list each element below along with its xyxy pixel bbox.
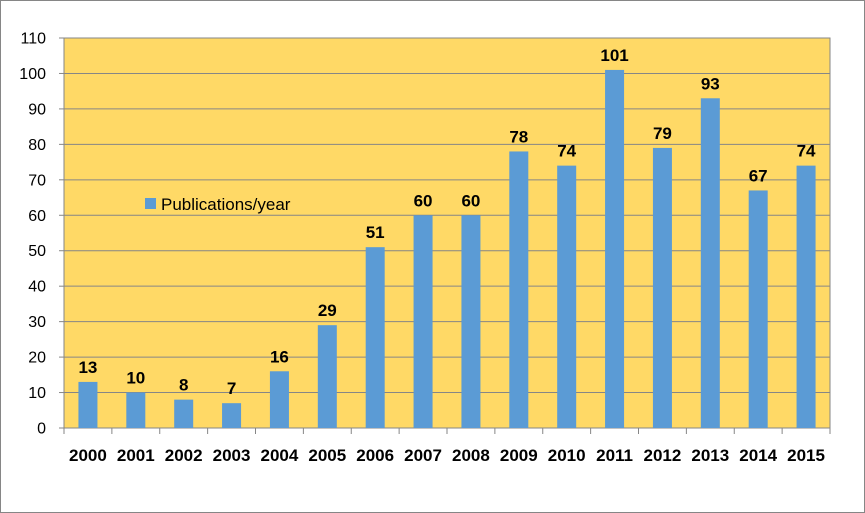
x-tick-label: 2012 <box>644 446 682 465</box>
x-tick-label: 2002 <box>165 446 203 465</box>
bar <box>126 392 146 428</box>
bar <box>748 190 768 428</box>
bar <box>652 147 672 428</box>
data-label: 7 <box>227 379 236 398</box>
bar <box>78 381 98 428</box>
y-tick-label: 110 <box>20 31 46 48</box>
bar <box>365 247 385 428</box>
x-tick-label: 2014 <box>739 446 777 465</box>
x-tick-label: 2006 <box>356 446 394 465</box>
x-axis: 2000 2001 2002 2003 2004 2005 2006 2007 2008 2009… <box>63 427 831 465</box>
y-tick-label: 40 <box>28 279 46 296</box>
data-label: 60 <box>461 191 480 210</box>
bar <box>700 98 720 428</box>
bar <box>605 69 625 428</box>
x-tick-label: 2004 <box>261 446 299 465</box>
y-tick-label: 90 <box>28 101 46 118</box>
x-tick-label: 2011 <box>596 446 633 465</box>
y-tick-label: 30 <box>28 314 46 331</box>
legend-label: Publications/year <box>161 195 291 214</box>
data-label: 79 <box>653 124 672 143</box>
data-label: 29 <box>318 301 337 320</box>
bar <box>174 399 194 428</box>
x-tick-label: 2013 <box>691 446 729 465</box>
bars <box>78 69 816 429</box>
legend: Publications/year <box>145 195 291 214</box>
legend-swatch <box>145 198 156 209</box>
x-tick-label: 2009 <box>500 446 538 465</box>
y-tick-label: 60 <box>28 208 46 225</box>
data-label: 74 <box>797 142 816 161</box>
y-tick-label: 80 <box>28 137 46 154</box>
bar <box>222 403 242 428</box>
data-label: 10 <box>126 369 145 388</box>
y-tick-label: 20 <box>28 350 46 367</box>
data-label: 8 <box>179 376 188 395</box>
bar <box>461 215 481 428</box>
x-tick-label: 2000 <box>69 446 107 465</box>
bar <box>269 371 289 428</box>
y-axis: 0 10 20 30 40 50 60 70 80 90 100 110 <box>19 31 65 438</box>
data-label: 16 <box>270 347 289 366</box>
y-tick-label: 50 <box>28 243 46 260</box>
bar <box>509 151 529 429</box>
data-label: 60 <box>414 191 433 210</box>
x-tick-label: 2007 <box>404 446 442 465</box>
y-tick-label: 100 <box>19 66 46 83</box>
data-label: 67 <box>749 166 768 185</box>
data-label: 51 <box>366 223 385 242</box>
data-label: 74 <box>557 142 576 161</box>
x-tick-label: 2001 <box>117 446 155 465</box>
data-label: 93 <box>701 74 720 93</box>
y-tick-label: 10 <box>28 385 46 402</box>
data-label: 13 <box>78 358 97 377</box>
y-tick-label: 70 <box>28 172 46 189</box>
bar <box>557 165 577 429</box>
data-labels: 13 10 8 7 16 29 51 60 60 78 74 101 79 93 67 74 <box>78 46 816 398</box>
x-tick-label: 2015 <box>787 446 825 465</box>
bar <box>796 165 816 429</box>
x-tick-label: 2003 <box>213 446 251 465</box>
bar <box>317 325 337 428</box>
data-label: 101 <box>600 46 628 65</box>
y-tick-label: 0 <box>37 421 46 438</box>
x-tick-label: 2008 <box>452 446 490 465</box>
bar <box>413 215 433 428</box>
x-tick-label: 2010 <box>548 446 586 465</box>
data-label: 78 <box>509 127 528 146</box>
x-tick-label: 2005 <box>308 446 346 465</box>
